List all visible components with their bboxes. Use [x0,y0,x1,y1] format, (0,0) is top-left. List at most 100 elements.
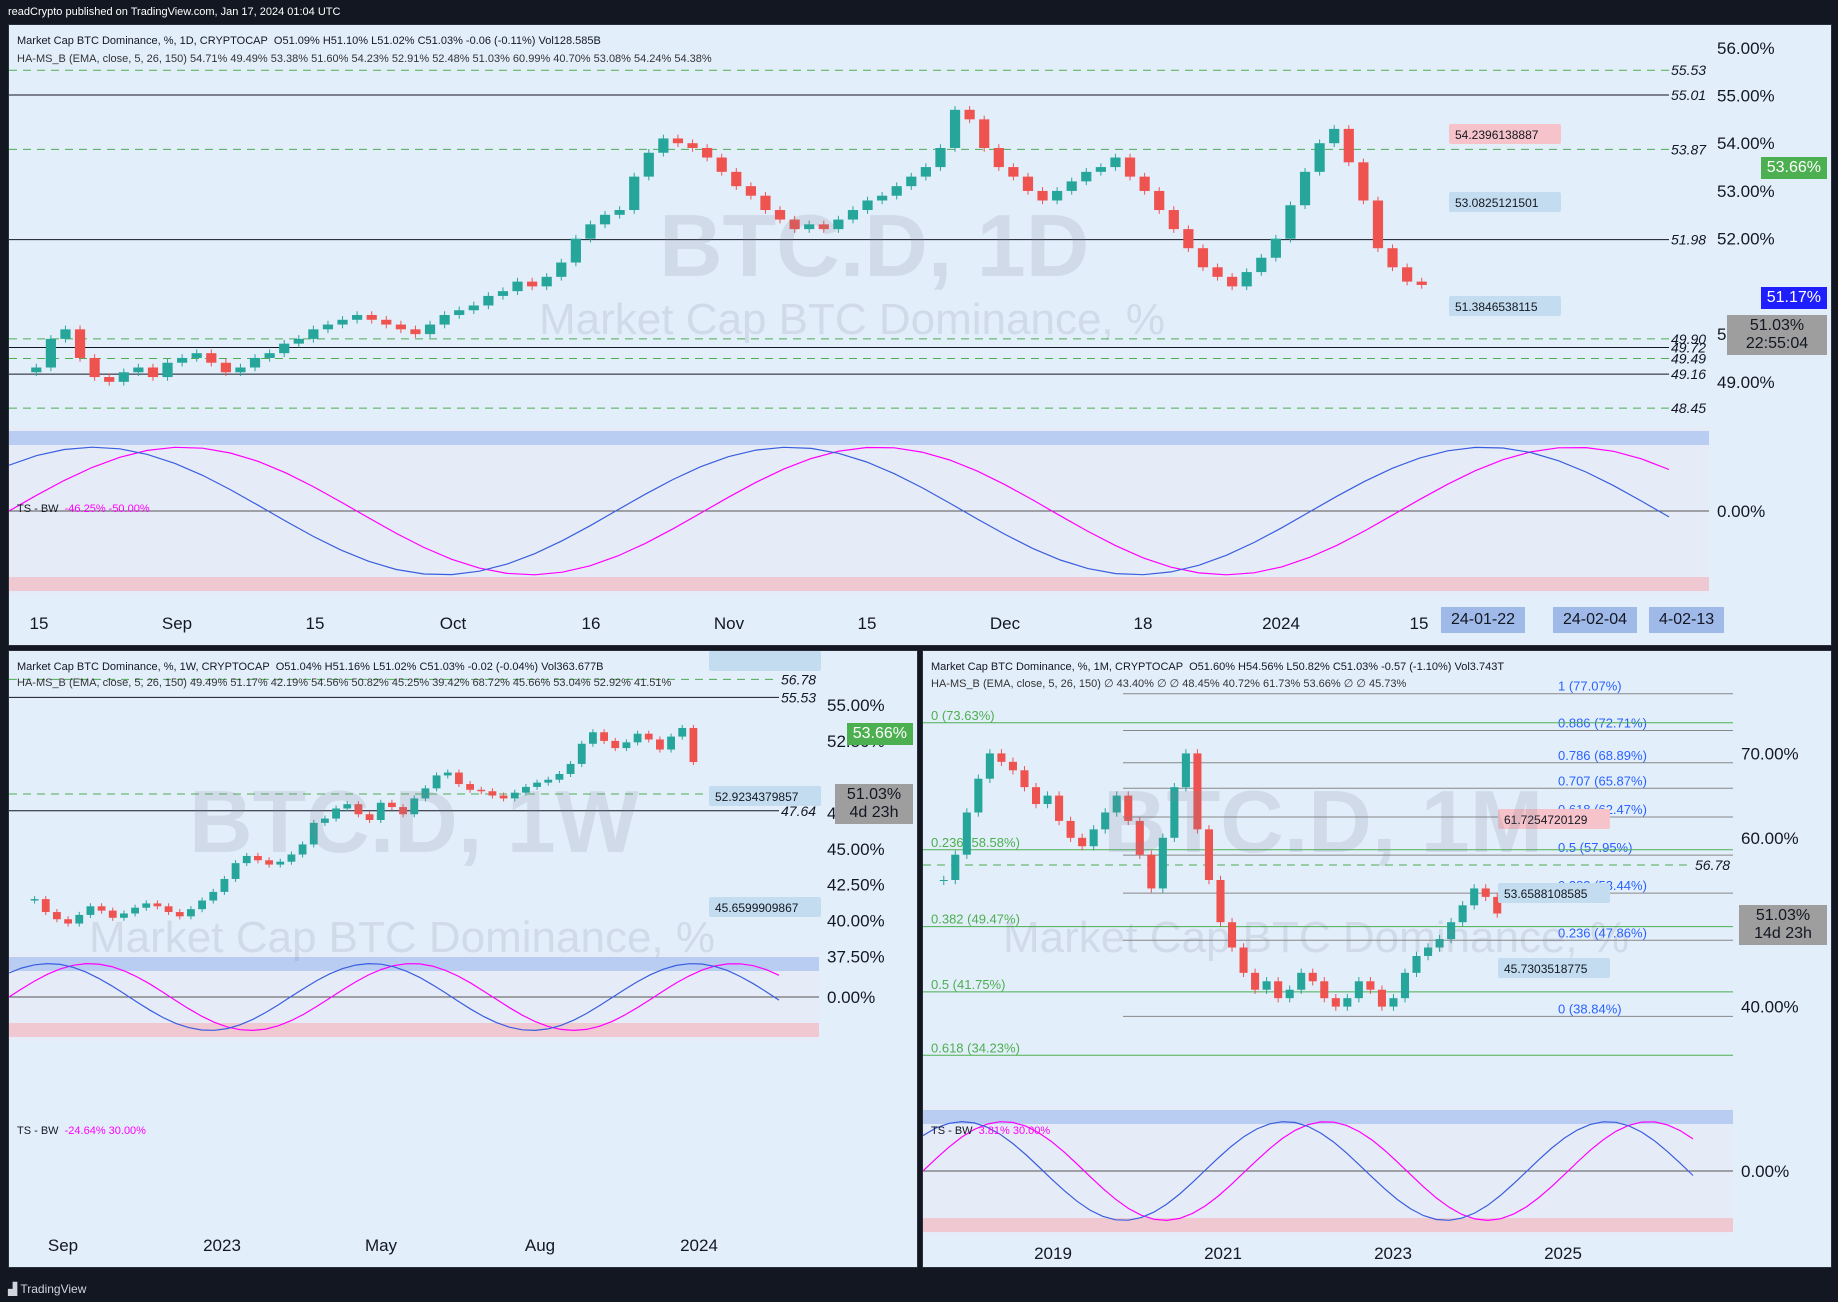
value-label-text: 54.2396138887 [1455,128,1539,142]
y-tick-label: 45.00% [827,840,885,859]
value-label-text: 52.9234379857 [715,790,799,804]
candle-body [1274,981,1283,999]
candle-body [1329,128,1340,144]
candle-body [1387,248,1398,268]
value-label-text: 51.3846538115 [1455,300,1538,314]
date-tag-3: 4-02-13 [1649,607,1725,633]
monthly-price-tag-value: 51.03% [1755,907,1811,924]
value-label-box [1498,809,1610,829]
date-tag-2: 24-02-04 [1553,607,1638,633]
candle-body [566,763,575,774]
candle-body [1251,972,1260,990]
candle-body [1435,939,1444,948]
y-tick-label: 42.50% [827,876,885,895]
plot-background [9,43,1709,420]
candle-body [667,736,675,750]
candle-body [466,784,474,790]
x-tick-label: Aug [525,1236,555,1255]
candle-body [388,802,396,808]
candle-body [287,854,296,862]
candle-body [120,913,128,918]
monthly-chart-panel[interactable]: 70.00% 60.00% 40.00% 1 (77.07%) 0.886 (72.71… [922,650,1832,1268]
candle-body [177,357,188,363]
candle-body [1320,981,1329,999]
candle-body [1262,981,1271,990]
x-tick-label: 15 [306,614,325,633]
candle-body [589,732,597,744]
daily-chart-panel[interactable]: 56.00%55.00%54.00%53.00%52.00%50.00%49.0… [8,24,1832,646]
publish-line: readCrypto published on TradingView.com,… [8,6,341,18]
daily-chart-svg[interactable]: 56.00%55.00%54.00%53.00%52.00%50.00%49.0… [9,25,1831,645]
x-tick-label: Dec [990,614,1021,633]
candle-body [483,295,494,306]
weekly-price-tag-53-66: 53.66% [846,723,913,745]
weekly-title-text: Market Cap BTC Dominance, %, 1W, CRYPTOC… [17,661,270,673]
y-tick-label: 56.00% [1717,39,1775,58]
value-label-text: 45.6599909867 [715,901,799,915]
weekly-chart-panel[interactable]: 55.00%52.50%47.50%45.00%42.50%40.00%37.5… [8,650,918,1268]
candle-body [1227,922,1237,948]
plot-background [923,669,1733,1091]
h-level-label: 49.16 [1671,366,1706,382]
weekly-chart-svg[interactable]: 55.00%52.50%47.50%45.00%42.50%40.00%37.5… [9,651,917,1267]
candle-body [789,219,800,230]
value-label-box [709,897,821,917]
candle-body [264,353,275,358]
fib-level-label: 0.236 (47.86%) [1558,925,1647,940]
candle-body [191,353,202,358]
candle-body [162,362,173,378]
monthly-chart-svg[interactable]: 70.00%60.00%40.00%1 (77.07%)0.886 (72.71… [923,651,1831,1267]
candle-body [1493,896,1502,914]
candle-body [322,324,334,330]
candle-body [1389,998,1398,1007]
price-tag-51-17: 51.17% [1760,287,1827,309]
x-tick-label: 16 [582,614,601,633]
candle-body [488,791,497,796]
monthly-title: Market Cap BTC Dominance, %, 1M, CRYPTOC… [931,661,1507,673]
candle-body [309,822,318,845]
h-level-label: 49.72 [1671,339,1706,355]
candle-body [1089,829,1098,847]
candle-body [920,167,931,177]
candle-body [209,891,218,901]
candle-body [1168,210,1179,230]
candle-body [1008,167,1019,177]
candle-body [421,788,430,799]
candle-body [30,899,39,901]
monthly-indicator-legend: HA-MS_B (EMA, close, 5, 26, 150) ∅ 43.40… [931,678,1407,690]
candle-body [949,109,961,148]
candle-body [1308,972,1317,982]
candle-body [643,152,654,177]
daily-title: Market Cap BTC Dominance, %, 1D, CRYPTOC… [17,35,604,47]
weekly-watermark-2: Market Cap BTC Dominance, % [89,913,715,962]
oscillator-upper-band [923,1110,1733,1124]
candle-body [104,377,115,382]
candle-body [527,281,538,287]
candle-body [443,772,452,776]
candle-body [1331,998,1340,1007]
candle-body [962,812,971,855]
candle-body [45,338,56,368]
candle-body [220,878,229,892]
candle-body [656,739,664,750]
oscillator-zero-tick: 0.00% [1717,502,1765,521]
candle-body [1212,267,1223,277]
candle-body [512,281,523,292]
candle-body [89,357,100,378]
candle-body [1078,837,1087,847]
candle-body [308,329,319,339]
candle-body [1481,888,1490,897]
weekly-osc-legend: TS - BW -24.64% 30.00% [17,1125,149,1137]
candle-body [477,789,486,792]
candle-body [556,262,567,277]
h-level-label: 55.53 [781,689,816,705]
candle-body [1241,272,1252,287]
candle-body [510,792,519,799]
tradingview-brand[interactable]: ▟ TradingView [8,1282,86,1296]
candle-body [352,315,363,320]
x-tick-label: 2023 [1374,1244,1412,1263]
candle-body [1095,167,1106,172]
candle-body [343,804,352,809]
candle-body [1239,947,1248,973]
candle-body [633,733,642,743]
